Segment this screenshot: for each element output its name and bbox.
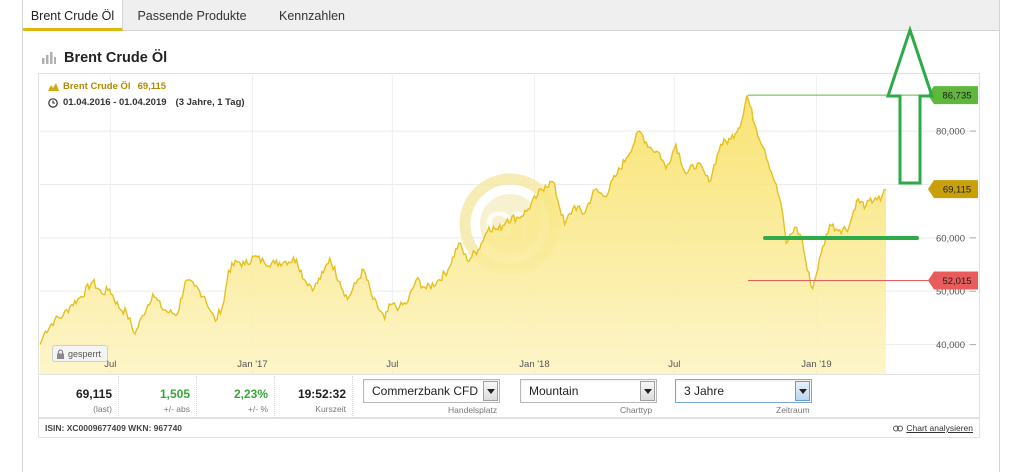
quote-abs: 1,505 +/- abs: [119, 376, 197, 418]
locked-label: gesperrt: [68, 348, 102, 359]
x-tick-label: Jul: [668, 359, 680, 370]
legend-instrument: Brent Crude Öl 69,115: [48, 81, 166, 92]
charttyp-select[interactable]: Mountain: [520, 379, 657, 403]
quote-pct-value: 2,23%: [233, 387, 268, 401]
legend-range: 01.04.2016 - 01.04.2019 (3 Jahre, 1 Tag): [48, 97, 245, 108]
zeitraum-select[interactable]: 3 Jahre: [675, 379, 812, 403]
quote-time-value: 19:52:32: [297, 387, 346, 401]
locked-badge[interactable]: gesperrt: [52, 345, 109, 362]
price-area: [40, 95, 886, 375]
mountain-icon: [48, 82, 59, 91]
marker-label: 69,115: [943, 185, 971, 196]
chart-title: Brent Crude Öl: [64, 50, 168, 66]
x-tick-label: Jul: [386, 359, 398, 370]
handelsplatz-label: Handelsplatz: [448, 405, 498, 415]
annotation-arrow: [885, 25, 935, 185]
legend-range-dates: 01.04.2016 - 01.04.2019: [63, 97, 167, 108]
quote-last-value: 69,115: [75, 387, 112, 401]
charttyp-value: Mountain: [529, 384, 579, 398]
quote-abs-label: +/- abs: [163, 404, 190, 414]
y-tick-label: 60,000: [936, 233, 965, 244]
marker-label: 52,015: [942, 276, 971, 287]
quote-last-label: (last): [93, 404, 112, 414]
clock-icon: [48, 97, 58, 108]
zeitraum-value: 3 Jahre: [684, 384, 725, 398]
charttyp-label: Charttyp: [620, 405, 653, 415]
quote-time: 19:52:32 Kurszeit: [275, 376, 353, 418]
bar-chart-icon: [42, 52, 56, 64]
chevron-down-icon[interactable]: [795, 381, 810, 401]
isin-footer: ISIN: XC0009677409 WKN: 967740 Chart ana…: [38, 418, 980, 438]
marker-label: 86,735: [942, 91, 971, 102]
chevron-down-icon[interactable]: [640, 381, 655, 401]
isin-text: ISIN: XC0009677409 WKN: 967740: [45, 423, 183, 433]
legend-range-note: (3 Jahre, 1 Tag): [175, 97, 245, 108]
legend-instrument-value: 69,115: [137, 81, 167, 92]
x-tick-label: Jan '19: [801, 359, 831, 370]
y-tick-label: 80,000: [936, 127, 965, 138]
quote-last: 69,115 (last): [39, 376, 119, 418]
price-line: [39, 95, 887, 345]
quote-time-label: Kurszeit: [315, 404, 346, 414]
y-tick-label: 40,000: [936, 340, 965, 351]
y-tick-label: 50,000: [936, 287, 965, 298]
zeitraum-label: Zeitraum: [776, 405, 810, 415]
tab-passende-produkte[interactable]: Passende Produkte: [137, 9, 247, 23]
x-tick-label: Jul: [104, 359, 116, 370]
quote-bar: 69,115 (last) 1,505 +/- abs 2,23% +/- % …: [38, 376, 980, 418]
tab-kennzahlen[interactable]: Kennzahlen: [278, 9, 346, 23]
chart-analyze-label: Chart analysieren: [906, 423, 973, 433]
lock-icon: [57, 348, 64, 359]
quote-abs-value: 1,505: [159, 387, 190, 401]
link-icon: [893, 425, 904, 432]
handelsplatz-value: Commerzbank CFD: [372, 384, 479, 398]
chart-header: Brent Crude Öl: [42, 48, 167, 68]
quote-pct-label: +/- %: [247, 404, 268, 414]
legend-instrument-name: Brent Crude Öl: [63, 81, 131, 92]
marker-badge: [928, 180, 978, 199]
handelsplatz-select[interactable]: Commerzbank CFD: [363, 379, 500, 403]
marker-badge: [928, 86, 978, 105]
tab-bar: Brent Crude Öl Passende Produkte Kennzah…: [22, 0, 1000, 31]
x-tick-label: Jan '17: [237, 359, 267, 370]
marker-badge: [928, 271, 978, 290]
x-tick-label: Jan '18: [519, 359, 549, 370]
quote-pct: 2,23% +/- %: [197, 376, 275, 418]
tab-brent-crude[interactable]: Brent Crude Öl: [23, 0, 123, 31]
chevron-down-icon[interactable]: [483, 381, 498, 401]
chart-analyze-link[interactable]: Chart analysieren: [893, 419, 973, 438]
